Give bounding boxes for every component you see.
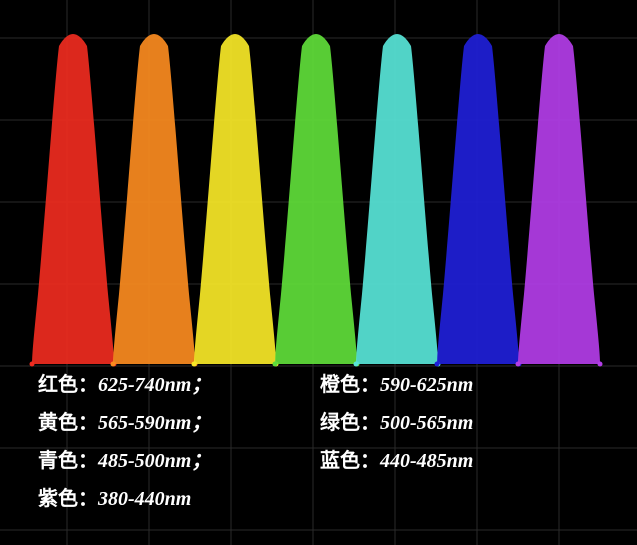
legend-value: 440-485nm	[380, 451, 473, 471]
legend-value: 625-740nm；	[98, 375, 211, 395]
legend-label: 黄色：	[38, 413, 98, 433]
legend-label: 紫色：	[38, 489, 98, 509]
legend-value: 380-440nm	[98, 489, 191, 509]
peak-red	[32, 34, 114, 364]
legend-cell: 黄色：565-590nm；	[38, 413, 320, 433]
peak-green	[275, 34, 357, 364]
peak-yellow	[194, 34, 276, 364]
legend-label: 橙色：	[320, 375, 380, 395]
peak-orange	[113, 34, 195, 364]
legend-row: 青色：485-500nm；蓝色：440-485nm	[38, 451, 473, 471]
legend-cell: 青色：485-500nm；	[38, 451, 320, 471]
legend-label: 绿色：	[320, 413, 380, 433]
legend-value: 500-565nm	[380, 413, 473, 433]
legend-cell: 紫色：380-440nm	[38, 489, 320, 509]
legend-label: 红色：	[38, 375, 98, 395]
legend-label: 蓝色：	[320, 451, 380, 471]
peak-cyan	[356, 34, 438, 364]
legend-value: 590-625nm	[380, 375, 473, 395]
legend-value: 485-500nm；	[98, 451, 211, 471]
legend-row: 黄色：565-590nm；绿色：500-565nm	[38, 413, 473, 433]
legend-cell: 橙色：590-625nm	[320, 375, 473, 395]
peak-blue	[437, 34, 519, 364]
legend-cell: 红色：625-740nm；	[38, 375, 320, 395]
wavelength-legend: 红色：625-740nm；橙色：590-625nm黄色：565-590nm；绿色…	[38, 375, 473, 527]
legend-row: 紫色：380-440nm	[38, 489, 473, 509]
legend-cell: 蓝色：440-485nm	[320, 451, 473, 471]
legend-label: 青色：	[38, 451, 98, 471]
peak-violet	[518, 34, 600, 364]
legend-row: 红色：625-740nm；橙色：590-625nm	[38, 375, 473, 395]
legend-value: 565-590nm；	[98, 413, 211, 433]
legend-cell: 绿色：500-565nm	[320, 413, 473, 433]
